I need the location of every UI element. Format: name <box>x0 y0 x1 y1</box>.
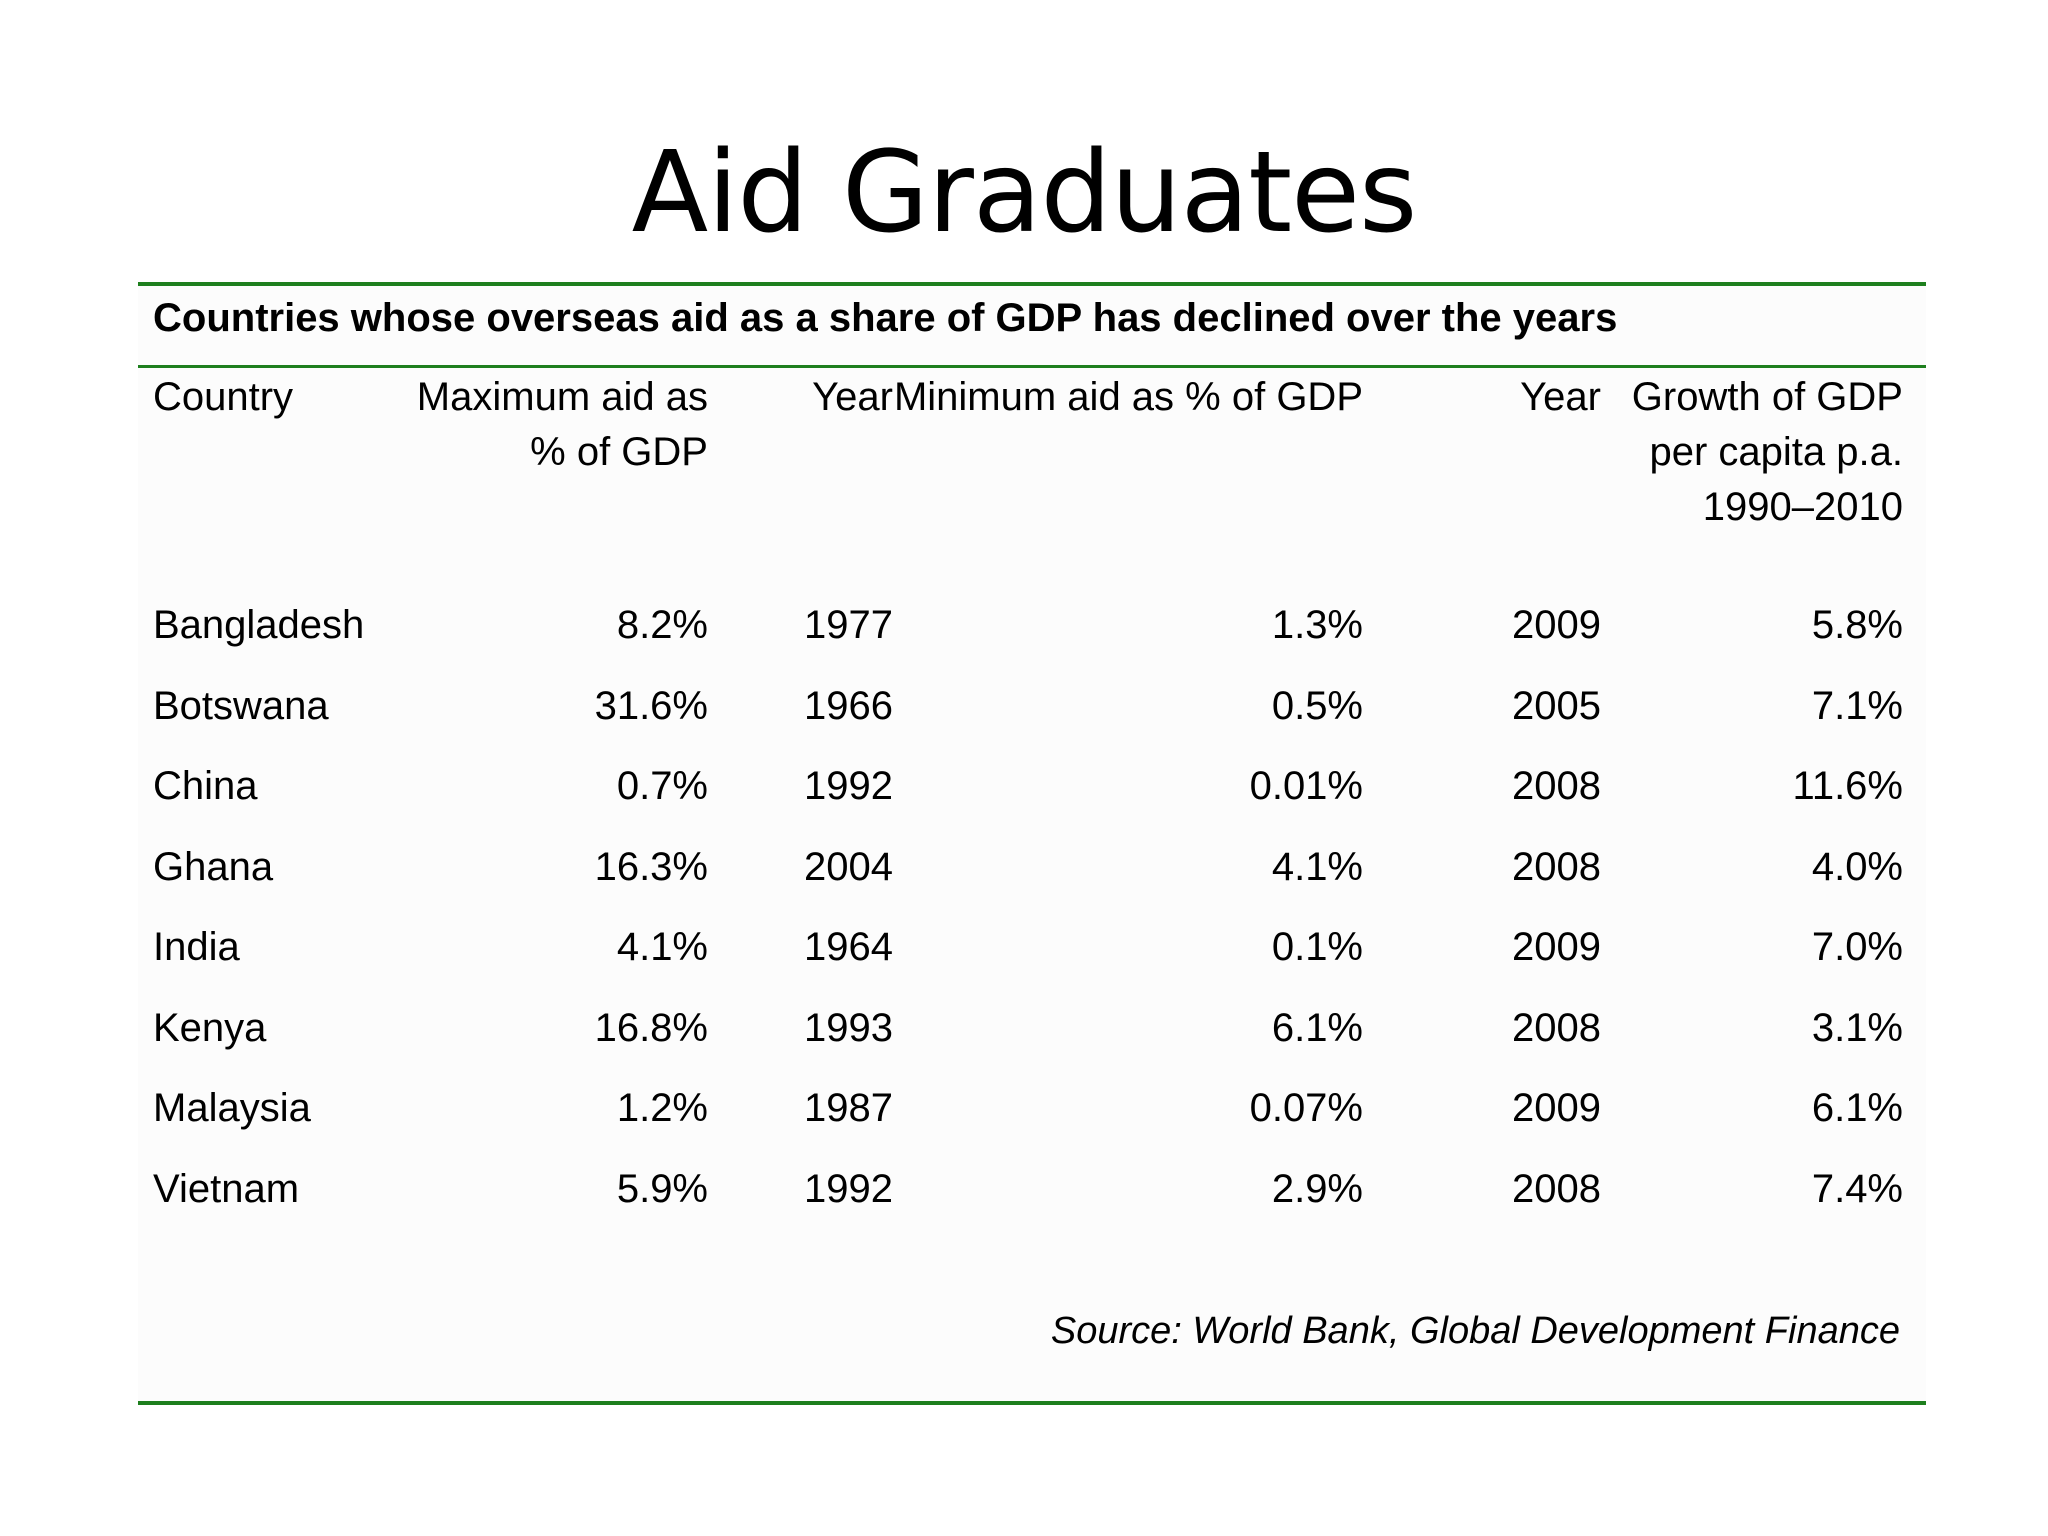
cell-year-max: 1964 <box>804 925 893 969</box>
cell-max-aid: 31.6% <box>594 683 708 728</box>
table-row: Bangladesh 8.2% 1977 1.3% 2009 5.8% <box>153 600 1903 681</box>
cell-growth: 6.1% <box>1811 1086 1903 1130</box>
top-rule <box>138 282 1926 286</box>
header-country: Country <box>153 375 294 419</box>
caption-rule <box>138 365 1926 368</box>
table-row: Ghana 16.3% 2004 4.1% 2008 4.0% <box>153 842 1903 923</box>
cell-year-min: 2008 <box>1512 1166 1601 1211</box>
cell-growth: 7.0% <box>1811 925 1903 969</box>
source-note: Source: World Bank, Global Development F… <box>1050 1310 1900 1352</box>
header-year-max: Year <box>812 375 893 419</box>
cell-year-max: 1992 <box>804 764 893 808</box>
cell-max-aid: 5.9% <box>616 1166 708 1211</box>
cell-year-max: 1966 <box>804 683 893 728</box>
table-body: Bangladesh 8.2% 1977 1.3% 2009 5.8% Bots… <box>153 600 1903 1244</box>
cell-year-min: 2009 <box>1512 1086 1601 1130</box>
slide-title: Aid Graduates <box>631 128 1418 258</box>
cell-country: Kenya <box>153 1005 267 1050</box>
cell-country: Bangladesh <box>153 603 365 647</box>
cell-year-max: 1977 <box>804 603 893 647</box>
cell-min-aid: 6.1% <box>1271 1005 1363 1050</box>
cell-year-max: 2004 <box>804 844 893 889</box>
header-year-min: Year <box>1520 375 1601 419</box>
cell-country: India <box>153 925 240 969</box>
table-row: Vietnam 5.9% 1992 2.9% 2008 7.4% <box>153 1164 1903 1245</box>
cell-min-aid: 0.01% <box>1249 764 1363 808</box>
table-panel <box>138 284 1926 1404</box>
cell-max-aid: 1.2% <box>616 1086 708 1130</box>
cell-growth: 5.8% <box>1811 603 1903 647</box>
cell-year-min: 2008 <box>1512 1005 1601 1050</box>
cell-min-aid: 0.07% <box>1249 1086 1363 1130</box>
cell-year-min: 2009 <box>1512 925 1601 969</box>
cell-year-max: 1987 <box>804 1086 893 1130</box>
cell-year-min: 2008 <box>1512 844 1601 889</box>
cell-min-aid: 0.1% <box>1271 925 1363 969</box>
cell-year-min: 2008 <box>1512 764 1601 808</box>
cell-growth: 3.1% <box>1811 1005 1903 1050</box>
header-row: Country Maximum aid as % of GDP Year Min… <box>153 370 1903 600</box>
cell-growth: 7.4% <box>1811 1166 1903 1211</box>
table-row: India 4.1% 1964 0.1% 2009 7.0% <box>153 922 1903 1003</box>
header-min-aid: Minimum aid as % of GDP <box>893 375 1363 419</box>
table-row: Malaysia 1.2% 1987 0.07% 2009 6.1% <box>153 1083 1903 1164</box>
cell-year-max: 1993 <box>804 1005 893 1050</box>
cell-country: Ghana <box>153 844 274 889</box>
cell-min-aid: 2.9% <box>1271 1166 1363 1211</box>
header-max-aid: Maximum aid as % of GDP <box>416 375 708 474</box>
cell-year-min: 2005 <box>1512 683 1601 728</box>
table-row: Botswana 31.6% 1966 0.5% 2005 7.1% <box>153 681 1903 762</box>
cell-country: China <box>153 764 258 808</box>
header-growth: Growth of GDP per capita p.a. 1990–2010 <box>1631 375 1903 529</box>
table-caption: Countries whose overseas aid as a share … <box>153 296 1618 340</box>
aid-table: Country Maximum aid as % of GDP Year Min… <box>153 370 1903 1244</box>
cell-year-max: 1992 <box>804 1166 893 1211</box>
cell-country: Malaysia <box>153 1086 311 1130</box>
cell-growth: 7.1% <box>1811 683 1903 728</box>
cell-growth: 4.0% <box>1811 844 1903 889</box>
cell-max-aid: 4.1% <box>616 925 708 969</box>
table-row: China 0.7% 1992 0.01% 2008 11.6% <box>153 761 1903 842</box>
cell-country: Vietnam <box>153 1166 300 1211</box>
cell-min-aid: 0.5% <box>1271 683 1363 728</box>
table-row: Kenya 16.8% 1993 6.1% 2008 3.1% <box>153 1003 1903 1084</box>
cell-max-aid: 0.7% <box>616 764 708 808</box>
cell-min-aid: 4.1% <box>1271 844 1363 889</box>
table-header: Country Maximum aid as % of GDP Year Min… <box>153 370 1903 600</box>
cell-growth: 11.6% <box>1792 764 1903 808</box>
cell-min-aid: 1.3% <box>1271 603 1363 647</box>
cell-country: Botswana <box>153 683 329 728</box>
cell-max-aid: 16.8% <box>594 1005 708 1050</box>
bottom-rule <box>138 1401 1926 1405</box>
cell-max-aid: 16.3% <box>594 844 708 889</box>
cell-year-min: 2009 <box>1512 603 1601 647</box>
cell-max-aid: 8.2% <box>616 603 708 647</box>
